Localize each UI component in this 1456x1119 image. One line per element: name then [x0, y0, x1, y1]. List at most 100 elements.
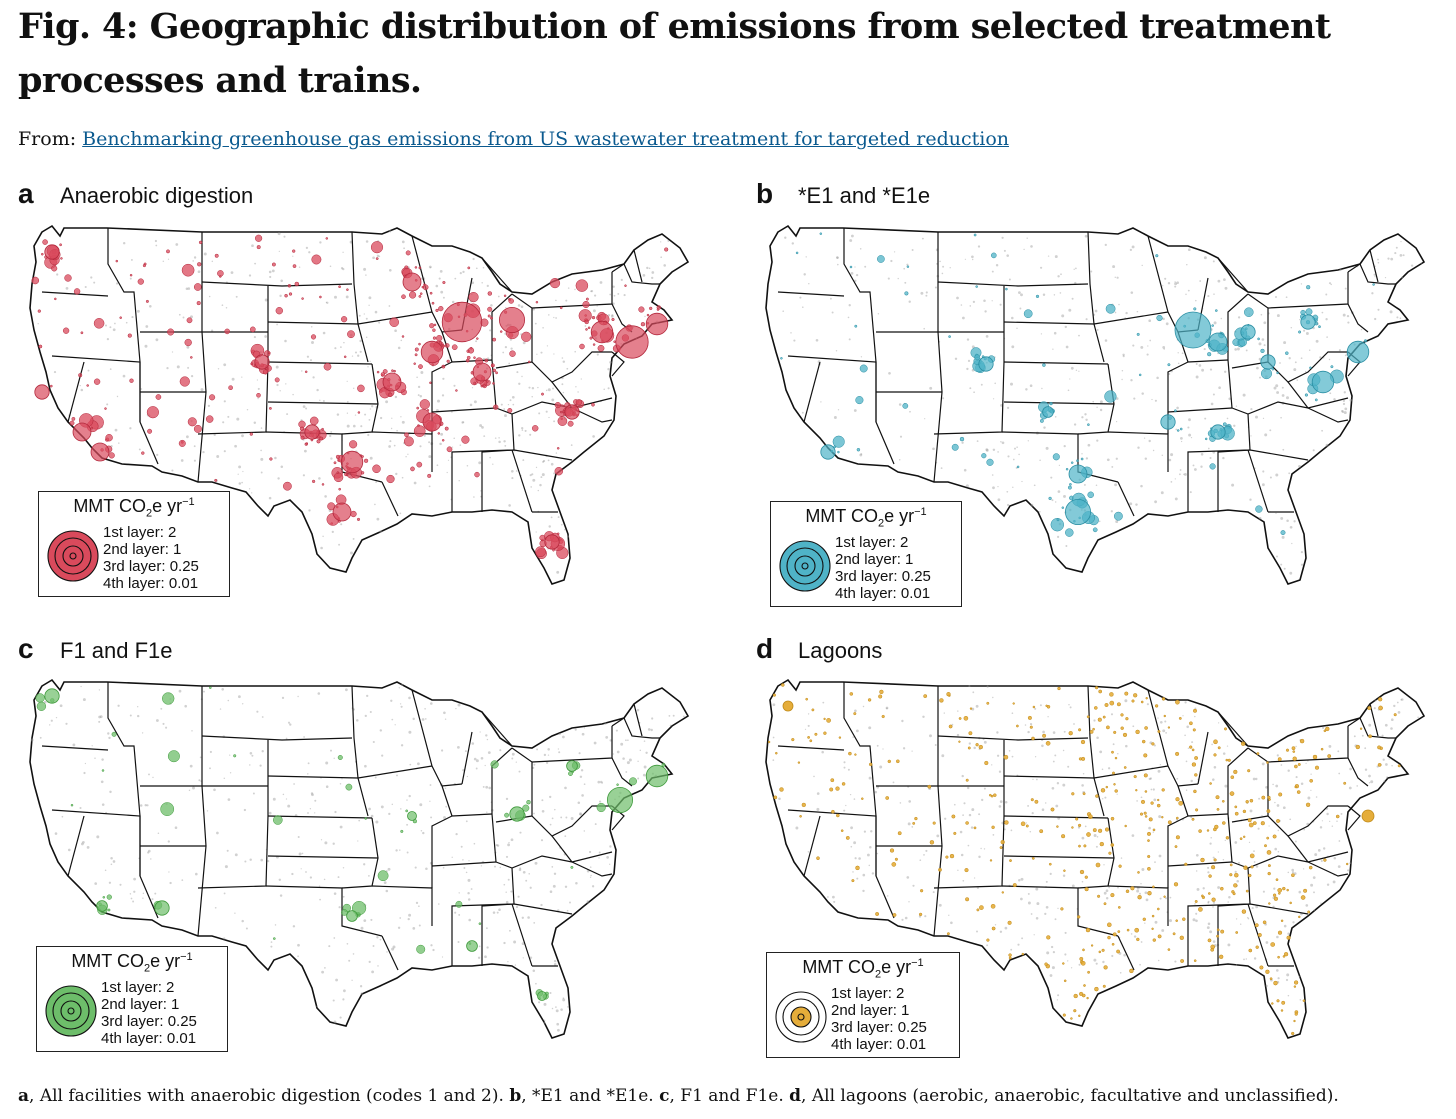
- background-facility-dot: [1265, 941, 1269, 944]
- facility-marker: [554, 466, 564, 476]
- background-facility-dot: [193, 459, 196, 462]
- background-facility-dot: [1177, 362, 1180, 365]
- background-facility-dot: [243, 808, 247, 812]
- background-facility-dot: [154, 239, 157, 243]
- background-facility-dot: [569, 901, 571, 904]
- background-facility-dot: [983, 299, 986, 302]
- facility-marker: [1282, 955, 1286, 958]
- background-facility-dot: [991, 474, 994, 476]
- facility-marker: [360, 471, 365, 475]
- background-facility-dot: [379, 938, 382, 941]
- background-facility-dot: [388, 305, 391, 307]
- facility-marker: [78, 373, 83, 378]
- background-facility-dot: [564, 528, 566, 531]
- facility-marker: [1225, 758, 1229, 762]
- background-facility-dot: [1157, 769, 1161, 773]
- background-facility-dot: [1291, 871, 1295, 874]
- background-facility-dot: [1153, 744, 1156, 747]
- background-facility-dot: [200, 780, 202, 782]
- background-facility-dot: [283, 235, 286, 238]
- background-facility-dot: [488, 786, 492, 790]
- background-facility-dot: [129, 427, 132, 430]
- background-facility-dot: [376, 254, 380, 257]
- facility-marker: [1008, 956, 1012, 960]
- background-facility-dot: [473, 842, 476, 845]
- background-facility-dot: [162, 260, 165, 263]
- background-facility-dot: [374, 503, 376, 506]
- large-facility-marker: [564, 404, 580, 420]
- facility-marker: [946, 692, 951, 697]
- background-facility-dot: [877, 313, 880, 315]
- background-facility-dot: [561, 357, 564, 359]
- facility-marker: [1211, 865, 1216, 870]
- facility-marker: [249, 326, 256, 333]
- background-facility-dot: [235, 295, 238, 298]
- facility-marker: [487, 306, 493, 312]
- background-facility-dot: [1275, 473, 1279, 477]
- facility-marker: [1234, 872, 1239, 878]
- background-facility-dot: [110, 863, 113, 866]
- legend-layer-circle: [52, 992, 90, 1030]
- background-facility-dot: [548, 525, 551, 528]
- facility-marker: [492, 382, 495, 385]
- background-facility-dot: [845, 804, 847, 807]
- facility-marker: [1144, 790, 1148, 793]
- facility-marker: [1147, 866, 1151, 871]
- state-border: [1217, 449, 1251, 512]
- background-facility-dot: [430, 944, 433, 947]
- background-facility-dot: [182, 316, 185, 319]
- background-facility-dot: [363, 863, 366, 866]
- background-facility-dot: [245, 927, 248, 930]
- state-border: [611, 263, 660, 285]
- background-facility-dot: [1001, 441, 1005, 445]
- background-facility-dot: [155, 244, 158, 247]
- background-facility-dot: [1222, 456, 1225, 460]
- background-facility-dot: [866, 853, 870, 857]
- background-facility-dot: [1053, 331, 1057, 335]
- background-facility-dot: [91, 745, 93, 747]
- facility-marker: [993, 793, 997, 797]
- background-facility-dot: [1274, 801, 1276, 804]
- background-facility-dot: [648, 267, 651, 270]
- background-facility-dot: [583, 727, 586, 729]
- background-facility-dot: [1074, 281, 1077, 285]
- background-facility-dot: [592, 435, 595, 438]
- background-facility-dot: [667, 239, 670, 242]
- facility-marker: [340, 316, 348, 323]
- source-article-link[interactable]: Benchmarking greenhouse gas emissions fr…: [82, 128, 1009, 150]
- background-facility-dot: [1105, 889, 1109, 893]
- facility-marker: [69, 420, 75, 426]
- facility-marker: [932, 821, 936, 825]
- facility-marker: [629, 777, 637, 786]
- facility-marker: [855, 396, 864, 405]
- background-facility-dot: [168, 871, 170, 873]
- facility-marker: [1097, 717, 1102, 722]
- background-facility-dot: [363, 313, 365, 315]
- state-border: [201, 735, 353, 741]
- facility-marker: [1098, 689, 1103, 694]
- facility-marker: [613, 340, 616, 343]
- background-facility-dot: [406, 851, 409, 854]
- facility-marker: [492, 337, 497, 342]
- background-facility-dot: [274, 924, 277, 926]
- facility-marker: [1144, 726, 1148, 730]
- background-facility-dot: [221, 304, 224, 307]
- background-facility-dot: [1401, 698, 1404, 701]
- background-facility-dot: [391, 803, 394, 806]
- background-facility-dot: [1140, 484, 1143, 488]
- background-facility-dot: [351, 979, 353, 981]
- background-facility-dot: [579, 812, 583, 816]
- facility-marker: [1092, 828, 1097, 833]
- background-facility-dot: [359, 985, 363, 988]
- background-facility-dot: [1140, 345, 1144, 349]
- facility-marker: [965, 778, 969, 782]
- state-border: [481, 903, 515, 966]
- facility-marker: [209, 686, 212, 689]
- background-facility-dot: [407, 453, 409, 455]
- facility-marker: [1229, 863, 1233, 867]
- background-facility-dot: [1026, 237, 1028, 239]
- facility-marker: [894, 857, 898, 861]
- background-facility-dot: [1120, 857, 1123, 859]
- background-facility-dot: [611, 314, 614, 317]
- background-facility-dot: [346, 400, 349, 403]
